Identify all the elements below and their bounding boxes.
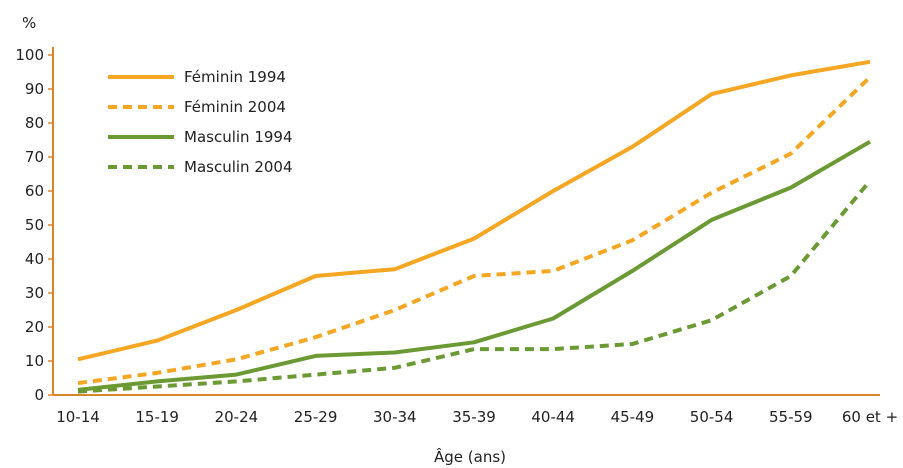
x-tick-label: 55-59 (769, 408, 813, 426)
x-tick-label: 25-29 (294, 408, 338, 426)
y-tick-label: 40 (25, 250, 44, 268)
legend-label: Masculin 2004 (184, 158, 293, 176)
x-tick-label: 30-34 (373, 408, 417, 426)
legend-label: Féminin 2004 (184, 98, 286, 116)
tick-labels: 0 10 20 30 40 50 60 70 80 90 100 10-14 15-19 20-24 25-… (15, 46, 898, 426)
y-tick-label: 80 (25, 114, 44, 132)
y-tick-label: 90 (25, 80, 44, 98)
series-line-1 (77, 59, 871, 362)
legend-label: Masculin 1994 (184, 128, 293, 146)
legend: Féminin 1994 Féminin 2004 Masculin 1994 Mas… (108, 68, 293, 176)
series-line-2 (77, 75, 872, 386)
x-tick-label: 50-54 (690, 408, 734, 426)
x-tick-label: 45-49 (611, 408, 655, 426)
x-tick-label: 10-14 (56, 408, 100, 426)
x-tick-label: 40-44 (531, 408, 575, 426)
y-tick-label: 50 (25, 216, 44, 234)
x-tick-label: 20-24 (215, 408, 259, 426)
y-tick-label: 10 (25, 352, 44, 370)
y-tick-label: 100 (15, 46, 44, 64)
y-tick-label: 20 (25, 318, 44, 336)
x-tick-label: 35-39 (452, 408, 496, 426)
y-axis-title: % (22, 14, 36, 32)
x-tick-label: 60 et + (842, 408, 898, 426)
y-tick-label: 70 (25, 148, 44, 166)
y-tick-label: 60 (25, 182, 44, 200)
x-tick-label: 15-19 (135, 408, 179, 426)
series-line-3 (77, 139, 872, 392)
axes (48, 47, 880, 396)
x-axis-title: Âge (ans) (434, 447, 506, 466)
series-lines (77, 59, 872, 394)
y-tick-label: 30 (25, 284, 44, 302)
legend-label: Féminin 1994 (184, 68, 286, 86)
series-line-4 (77, 179, 872, 394)
y-tick-label: 0 (34, 386, 44, 404)
